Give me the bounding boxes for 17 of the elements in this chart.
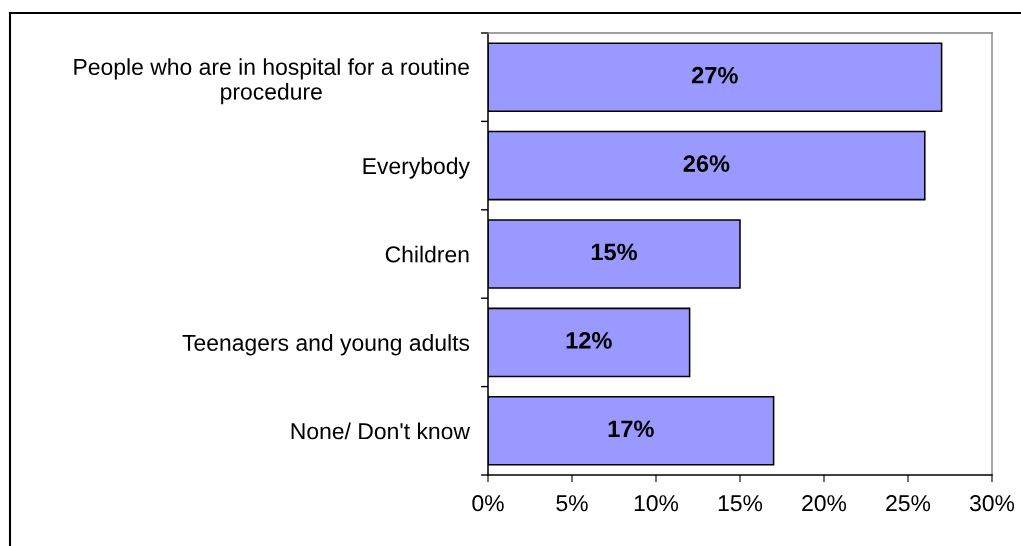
y-tick-label: None/ Don't know	[291, 422, 471, 440]
data-label: 12%	[566, 332, 612, 349]
x-tick-label: 30%	[969, 495, 1015, 512]
x-tick-label: 5%	[556, 495, 588, 512]
y-tick-label: Children	[385, 245, 469, 263]
y-tick-label: People who are in hospital for a routine procedure	[74, 58, 469, 105]
x-tick-label: 25%	[886, 495, 931, 512]
x-tick-label: 10%	[634, 495, 679, 512]
data-label: 27%	[691, 66, 738, 84]
x-tick-label: 0%	[472, 495, 504, 512]
data-label: 17%	[608, 420, 654, 438]
x-tick-label: 20%	[802, 495, 847, 512]
data-label: 26%	[683, 155, 730, 172]
x-tick-label: 15%	[718, 495, 763, 512]
y-tick-label: Teenagers and young adults	[182, 334, 470, 356]
y-tick-label: Everybody	[363, 157, 470, 179]
data-label: 15%	[591, 243, 638, 261]
